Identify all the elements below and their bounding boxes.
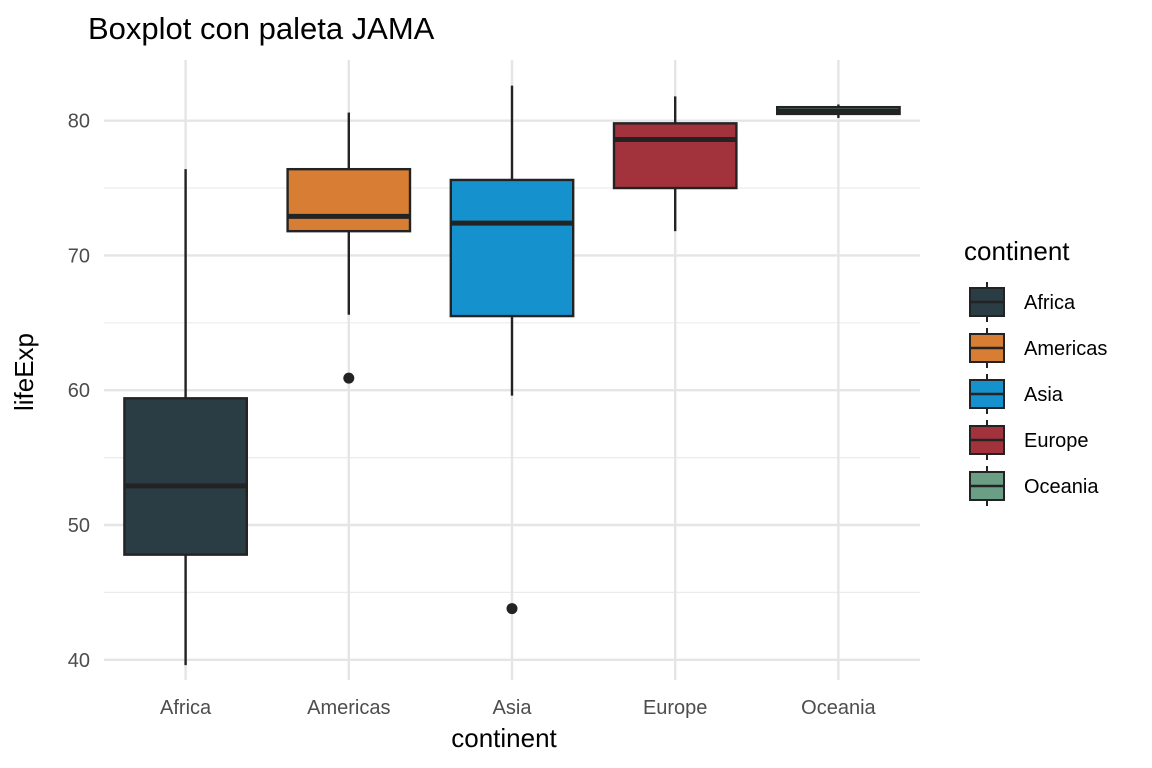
legend-label: Africa [1024,292,1076,314]
legend-item-oceania: Oceania [969,466,1099,506]
axes: 40 50 60 70 80 Africa Americas Asia Europe Oceani… [68,111,877,719]
box-body [612,122,738,190]
legend-item-asia: Asia [969,374,1064,414]
y-tick-label: 40 [68,650,90,672]
y-tick-label: 50 [68,515,90,537]
x-tick-label: Europe [643,697,708,719]
box-body [286,167,412,233]
x-tick-label: Oceania [801,697,876,719]
legend-label: Asia [1024,384,1064,406]
y-axis-title: lifeExp [9,333,39,411]
legend-item-africa: Africa [969,282,1076,322]
legend-label: Americas [1024,338,1107,360]
legend-label: Europe [1024,430,1089,452]
legend: Africa Americas Asia Europe Oceania [969,282,1107,506]
chart-title: Boxplot con paleta JAMA [88,11,435,46]
box-americas [286,112,412,384]
x-tick-label: Africa [160,697,212,719]
outlier-point [506,603,518,615]
legend-label: Oceania [1024,476,1099,498]
legend-item-europe: Europe [969,420,1089,460]
x-tick-label: Asia [493,697,533,719]
x-tick-label: Americas [307,697,390,719]
box-africa [123,169,249,666]
y-tick-label: 70 [68,245,90,267]
box-body [449,178,575,318]
y-tick-label: 60 [68,380,90,402]
box-oceania [776,104,901,118]
legend-item-americas: Americas [969,328,1107,368]
y-tick-label: 80 [68,111,90,133]
x-axis-title: continent [451,723,557,753]
box-europe [612,96,738,232]
box-body [123,397,249,556]
box-asia [449,85,575,615]
legend-title: continent [964,236,1070,266]
outlier-point [343,372,355,384]
plot-area [123,85,901,666]
